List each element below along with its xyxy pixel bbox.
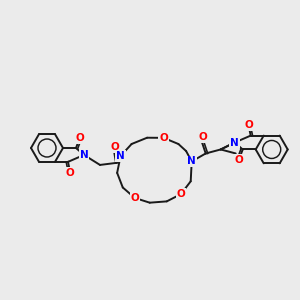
Text: O: O <box>76 133 84 143</box>
Text: N: N <box>80 150 88 160</box>
Text: N: N <box>187 157 196 166</box>
Text: N: N <box>230 137 239 148</box>
Text: O: O <box>130 193 139 203</box>
Text: O: O <box>235 155 243 165</box>
Text: O: O <box>66 168 75 178</box>
Text: O: O <box>198 133 207 142</box>
Text: O: O <box>111 142 119 152</box>
Text: N: N <box>116 151 125 161</box>
Text: O: O <box>244 120 253 130</box>
Text: O: O <box>159 133 168 143</box>
Text: O: O <box>176 189 185 199</box>
